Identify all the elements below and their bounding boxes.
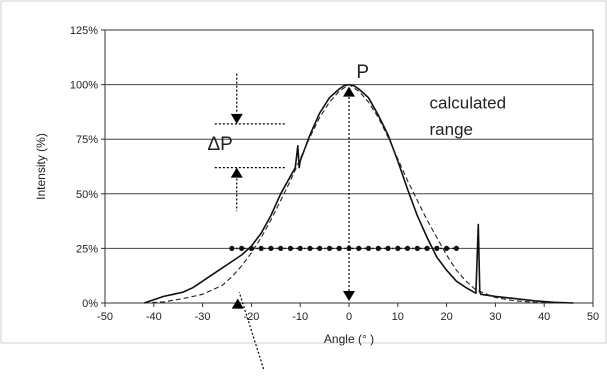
x-tick-label: 20	[440, 311, 452, 323]
series-dotted-marker	[356, 245, 362, 251]
y-tick-label: 100%	[70, 80, 98, 92]
x-axis-title: Angle (° )	[324, 332, 374, 346]
series-dotted-marker	[404, 245, 411, 251]
x-tick-label: -40	[146, 311, 162, 323]
series-dotted-marker	[395, 245, 401, 251]
series-dotted-marker	[297, 245, 303, 251]
series-dotted-marker	[385, 245, 391, 251]
x-tick-label: 40	[538, 311, 550, 323]
x-tick-label: -50	[97, 311, 113, 323]
series-layer	[143, 83, 574, 304]
x-tick-label: 10	[392, 311, 404, 323]
y-tick-label: 0%	[82, 298, 98, 310]
series-dotted-marker	[375, 245, 381, 251]
series-dotted-marker	[414, 245, 420, 251]
x-tick-label: 50	[587, 311, 599, 323]
series-dotted-marker	[268, 245, 274, 251]
y-tick-labels: 0% 25% 50% 75% 100% 125%	[70, 25, 98, 310]
series-dotted-marker	[278, 245, 284, 251]
series-dotted-marker	[248, 245, 254, 251]
series-dotted-marker	[365, 245, 372, 251]
y-tick-label: 25%	[76, 243, 98, 255]
delta-p-arrow-down	[230, 113, 243, 124]
y-tick-label: 50%	[76, 189, 98, 201]
delta-p-arrow-up	[230, 167, 243, 178]
peak-arrow-down	[343, 291, 355, 301]
pointer-arrow-up	[231, 298, 244, 309]
x-tick-label: -20	[243, 311, 259, 323]
delta-p-label: ΔP	[207, 134, 232, 155]
plot-area-border	[104, 29, 594, 304]
peak-label: P	[356, 62, 369, 83]
series-dotted-marker	[317, 245, 323, 251]
series-solid-line	[143, 83, 574, 304]
x-tick-labels: -50 -40 -30 -20 -10 0 10 20 30 40 50	[97, 311, 599, 323]
series-dotted-marker	[258, 245, 264, 251]
series-dotted-marker	[346, 245, 352, 251]
y-tick-label: 75%	[76, 134, 98, 146]
pointer-dotted-line	[238, 291, 265, 370]
series-dotted-marker	[239, 245, 245, 251]
annotation-layer	[214, 73, 355, 370]
grid-layer	[101, 29, 594, 307]
series-dotted-marker	[434, 245, 440, 251]
series-dotted-marker	[453, 245, 459, 251]
y-tick-label: 125%	[70, 25, 98, 37]
peak-arrow-up	[343, 86, 355, 97]
series-dotted-marker	[444, 245, 450, 251]
series-dotted-marker	[229, 245, 235, 251]
x-tick-label: 0	[346, 311, 352, 323]
series-dotted-marker	[326, 245, 333, 251]
x-tick-label: 30	[489, 311, 501, 323]
series-dotted-marker	[307, 245, 313, 251]
calculated-range-label-line1: calculated	[430, 94, 507, 113]
y-axis-title: Intensity (%)	[34, 133, 48, 200]
series-dotted-marker	[336, 245, 342, 251]
x-tick-label: -10	[292, 311, 308, 323]
calculated-range-label-line2: range	[430, 120, 473, 139]
series-dashed-line	[143, 83, 555, 304]
chart-frame	[0, 0, 607, 344]
series-dotted-marker	[424, 245, 430, 251]
x-tick-label: -30	[195, 311, 211, 323]
series-dotted-marker	[287, 245, 294, 251]
